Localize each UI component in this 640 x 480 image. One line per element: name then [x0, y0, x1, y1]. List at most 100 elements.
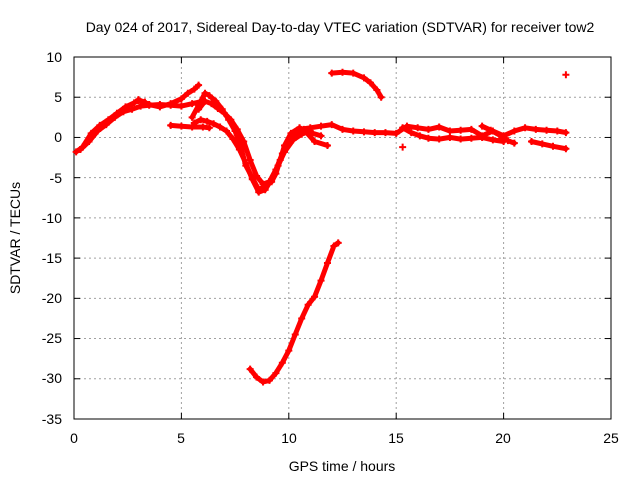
- data-point-marker: [235, 146, 243, 154]
- data-point-marker: [188, 123, 196, 131]
- data-point-marker: [424, 125, 432, 133]
- data-point-marker: [317, 277, 325, 285]
- data-point-marker: [407, 129, 415, 137]
- data-point-marker: [177, 95, 185, 103]
- data-point-marker: [255, 188, 263, 196]
- data-point-marker: [528, 137, 536, 145]
- series-points: [399, 71, 570, 151]
- data-point-marker: [467, 134, 475, 142]
- y-tick-label: 0: [54, 129, 62, 145]
- data-point-marker: [167, 121, 175, 129]
- data-point-marker: [246, 156, 254, 164]
- data-point-marker: [137, 102, 145, 110]
- data-point-marker: [298, 130, 306, 138]
- data-point-marker: [478, 133, 486, 141]
- data-point-marker: [306, 124, 314, 132]
- x-tick-label: 5: [177, 430, 185, 446]
- data-point-marker: [188, 100, 196, 108]
- data-point-marker: [549, 142, 557, 150]
- data-point-marker: [242, 159, 250, 167]
- y-tick-label: -20: [42, 290, 62, 306]
- data-point-marker: [214, 104, 222, 112]
- data-point-marker: [339, 68, 346, 76]
- data-point-marker: [201, 89, 209, 97]
- y-tick-label: 5: [54, 89, 62, 105]
- data-point-marker: [478, 122, 486, 130]
- y-tick-label: -25: [42, 330, 62, 346]
- data-point-marker: [281, 148, 289, 156]
- data-point-marker: [373, 86, 381, 94]
- data-point-marker: [457, 126, 465, 134]
- data-point-marker: [562, 129, 570, 137]
- data-point-marker: [177, 122, 185, 130]
- data-point-marker: [76, 146, 84, 154]
- data-point-marker: [203, 117, 211, 125]
- data-point-marker: [197, 116, 205, 124]
- data-point-marker: [233, 125, 241, 133]
- data-point-marker: [317, 132, 325, 140]
- data-point-marker: [521, 124, 529, 132]
- data-point-marker: [167, 100, 175, 108]
- data-point-marker: [156, 103, 164, 111]
- data-point-marker: [371, 129, 379, 137]
- data-point-marker: [72, 148, 80, 156]
- data-point-marker: [360, 128, 368, 136]
- data-point-marker: [291, 331, 299, 339]
- x-tick-label: 20: [495, 430, 511, 446]
- data-point-marker: [201, 97, 209, 105]
- data-point-marker: [246, 365, 254, 373]
- data-point-marker: [330, 242, 338, 250]
- y-tick-label: -35: [42, 411, 62, 427]
- data-point-marker: [85, 137, 93, 145]
- data-point-marker: [145, 100, 153, 108]
- data-point-marker: [328, 69, 336, 77]
- data-point-marker: [435, 123, 443, 131]
- data-point-marker: [272, 369, 280, 377]
- series-arc-6: [195, 97, 331, 188]
- chart-title: Day 024 of 2017, Sidereal Day-to-day VTE…: [86, 19, 595, 35]
- data-point-marker: [134, 96, 142, 104]
- data-point-marker: [205, 92, 213, 100]
- y-axis-label: SDTVAR / TECUs: [7, 182, 23, 294]
- data-point-marker: [304, 301, 312, 309]
- data-point-marker: [130, 99, 138, 107]
- x-tick-label: 25: [603, 430, 619, 446]
- data-point-marker: [102, 121, 110, 129]
- series-band: [529, 139, 569, 152]
- data-point-marker: [298, 314, 306, 322]
- data-point-marker: [261, 186, 269, 194]
- data-point-marker: [190, 119, 198, 127]
- series-arc-12: [478, 122, 518, 147]
- data-point-marker: [259, 378, 267, 386]
- data-point-marker: [184, 89, 192, 97]
- plot-frame: [73, 56, 612, 420]
- data-point-marker: [248, 175, 256, 183]
- data-point-marker: [328, 121, 336, 129]
- data-point-marker: [334, 239, 342, 247]
- data-point-marker: [339, 125, 346, 133]
- gridlines: [74, 57, 611, 419]
- data-point-marker: [128, 105, 136, 113]
- x-axis-label: GPS time / hours: [289, 458, 396, 474]
- y-tick-label: -10: [42, 210, 62, 226]
- y-tick-label: -30: [42, 370, 62, 386]
- series-arc-9: [328, 68, 385, 101]
- data-point-marker: [323, 259, 331, 267]
- data-point-marker: [296, 125, 304, 133]
- data-point-marker: [289, 136, 297, 144]
- data-point-marker: [538, 140, 546, 148]
- series-arc-3: [134, 81, 203, 111]
- data-point-marker: [253, 172, 261, 180]
- data-point-marker: [360, 74, 368, 82]
- data-point-marker: [349, 127, 357, 135]
- series-arc-7: [190, 116, 314, 196]
- data-point-marker: [94, 127, 102, 135]
- x-tick-label: 10: [281, 430, 297, 446]
- data-point-marker: [265, 376, 273, 384]
- data-point-marker: [207, 100, 215, 108]
- data-point-marker: [366, 79, 374, 87]
- y-tick-label: -5: [50, 170, 63, 186]
- data-point-marker: [195, 105, 203, 113]
- data-point-marker: [195, 81, 203, 89]
